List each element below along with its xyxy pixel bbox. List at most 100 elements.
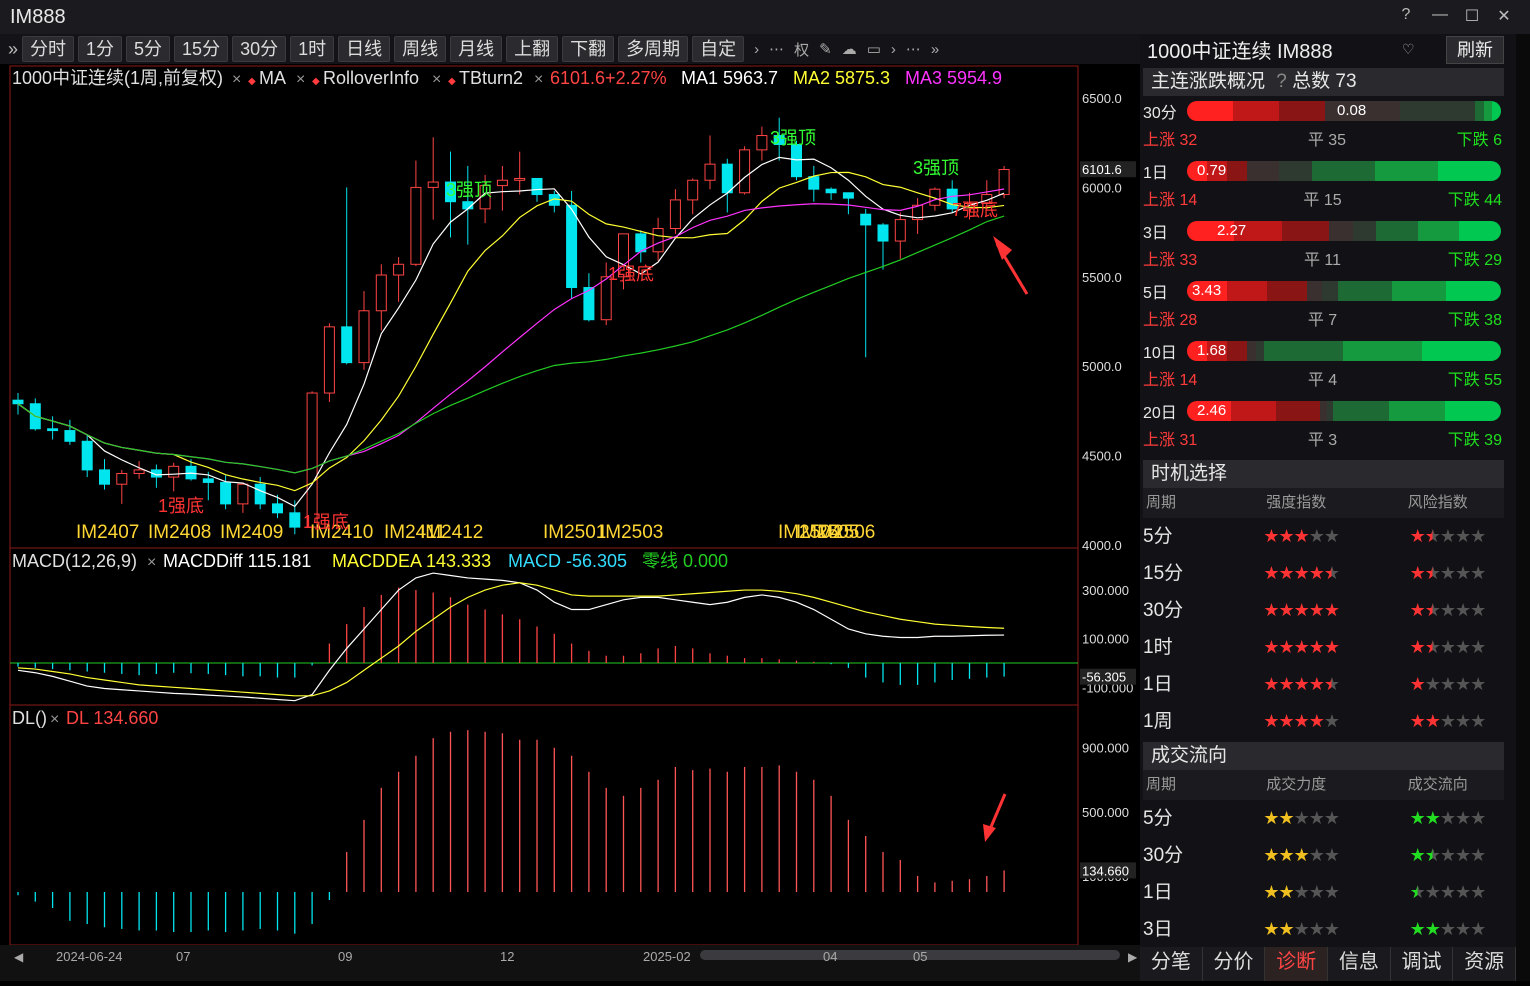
close-rollover-icon[interactable]: × bbox=[296, 71, 305, 88]
collapse-icon[interactable]: » bbox=[930, 40, 940, 58]
expand-icon[interactable]: » bbox=[8, 38, 19, 59]
kline-svg[interactable]: 6500.0 6000.0 5500.0 5000.0 4500.0 4000.0 6101… bbox=[0, 64, 1140, 981]
close-dl-icon[interactable]: × bbox=[50, 711, 59, 728]
period-button-5[interactable]: 1时 bbox=[290, 36, 335, 62]
minimize-icon[interactable]: — bbox=[1432, 6, 1448, 23]
ma1-value: MA1 5963.7 bbox=[681, 68, 778, 88]
scroll-right-icon[interactable]: ▶ bbox=[1128, 950, 1138, 964]
rollover-dot-icon: ◆ bbox=[312, 76, 320, 87]
scroll-left-icon[interactable]: ◀ bbox=[14, 950, 24, 964]
period-bar-row[interactable]: 5日 3.43 bbox=[1140, 276, 1516, 306]
help-icon[interactable]: ? bbox=[1401, 6, 1411, 23]
chart-area[interactable]: 6500.0 6000.0 5500.0 5000.0 4500.0 4000.0 6101… bbox=[0, 64, 1140, 981]
refresh-button[interactable]: 刷新 bbox=[1446, 36, 1504, 64]
table-row[interactable]: 30分 ★★★★★ ★★★★★ bbox=[1140, 837, 1516, 874]
adjust-icon[interactable]: 权 bbox=[794, 41, 810, 59]
draw-pen-icon[interactable]: ✎ bbox=[819, 41, 832, 58]
zero-line-value: 零线 0.000 bbox=[642, 551, 728, 571]
up-count: 上涨 14 bbox=[1143, 192, 1198, 209]
bottom-tab-2[interactable]: 诊断 bbox=[1265, 947, 1329, 981]
candle-body bbox=[825, 188, 837, 194]
period-button-10[interactable]: 下翻 bbox=[562, 36, 615, 62]
period-button-2[interactable]: 5分 bbox=[126, 36, 171, 62]
period-button-12[interactable]: 自定 bbox=[692, 36, 745, 62]
horizontal-scrollbar[interactable] bbox=[700, 950, 1120, 960]
bottom-tab-4[interactable]: 调试 bbox=[1391, 947, 1454, 981]
question-icon[interactable]: ? bbox=[1276, 71, 1287, 92]
period-button-1[interactable]: 1分 bbox=[78, 36, 123, 62]
row-period: 30分 bbox=[1143, 600, 1184, 621]
chart-name: 1000中证连续(1周,前复权) bbox=[12, 68, 223, 88]
table-header-0: 周期 bbox=[1146, 494, 1177, 511]
period-bar-row[interactable]: 1日 0.79 bbox=[1140, 156, 1516, 186]
period-button-4[interactable]: 30分 bbox=[232, 36, 287, 62]
flat-count: 平 35 bbox=[1307, 132, 1347, 149]
heart-icon[interactable]: ♡ bbox=[1402, 40, 1415, 57]
more-icon-2[interactable]: ⋯ bbox=[905, 41, 921, 58]
contract-label: IM2408 bbox=[148, 522, 211, 543]
period-button-11[interactable]: 多周期 bbox=[618, 36, 689, 62]
table-row[interactable]: 5分 ★★★★★ ★★★★★ bbox=[1140, 800, 1516, 837]
period-button-6[interactable]: 日线 bbox=[338, 36, 391, 62]
flat-count: 平 7 bbox=[1307, 312, 1338, 329]
x-label: 05 bbox=[913, 949, 927, 964]
candle-body bbox=[946, 188, 958, 210]
period-label: 5日 bbox=[1143, 285, 1168, 302]
table-row[interactable]: 1周 ★★★★★ ★★★★★ bbox=[1140, 703, 1516, 740]
window-icon[interactable]: ▭ bbox=[866, 41, 881, 58]
period-button-0[interactable]: 分时 bbox=[22, 36, 75, 62]
period-button-9[interactable]: 上翻 bbox=[506, 36, 559, 62]
close-macd-icon[interactable]: × bbox=[147, 554, 156, 571]
table-row[interactable]: 1时 ★★★★★ ★★★★★ bbox=[1140, 629, 1516, 666]
bottom-tab-1[interactable]: 分价 bbox=[1203, 947, 1266, 981]
row-period: 3日 bbox=[1143, 919, 1173, 940]
period-button-8[interactable]: 月线 bbox=[450, 36, 503, 62]
macd-dea-line bbox=[17, 582, 1005, 697]
period-bar-row[interactable]: 20日 2.46 bbox=[1140, 396, 1516, 426]
updown-counts: 上涨 33 平 11 下跌 29 bbox=[1140, 246, 1516, 276]
candle-body bbox=[808, 176, 820, 190]
ma5-line bbox=[17, 156, 1005, 508]
candle-body bbox=[669, 199, 681, 230]
macd-diff-line bbox=[17, 572, 1005, 702]
bottom-tab-3[interactable]: 信息 bbox=[1328, 947, 1391, 981]
close-tbturn-icon[interactable]: × bbox=[432, 71, 441, 88]
tbturn-dot-icon: ◆ bbox=[448, 76, 456, 87]
cloud-icon[interactable]: ☁ bbox=[841, 41, 857, 58]
bottom-tab-5[interactable]: 资源 bbox=[1453, 947, 1517, 981]
price-tick: 6000.0 bbox=[1082, 180, 1122, 195]
close-icon[interactable]: ✕ bbox=[1497, 8, 1511, 25]
table-row[interactable]: 15分 ★★★★★ ★★★★★ bbox=[1140, 555, 1516, 592]
star-rating-icon: ★★★★★ bbox=[1409, 882, 1487, 902]
period-value: 0.08 bbox=[1337, 102, 1367, 119]
close-tbturn-icon-2[interactable]: × bbox=[534, 71, 543, 88]
table-row[interactable]: 30分 ★★★★★ ★★★★★ bbox=[1140, 592, 1516, 629]
candle-body bbox=[81, 440, 93, 471]
table-row[interactable]: 5分 ★★★★★ ★★★★★ bbox=[1140, 518, 1516, 555]
table-row[interactable]: 3日 ★★★★★ ★★★★★ bbox=[1140, 911, 1516, 948]
more-icon[interactable]: ⋯ bbox=[769, 41, 785, 58]
period-label: 3日 bbox=[1143, 225, 1168, 242]
candle-body bbox=[981, 194, 993, 204]
period-bar-row[interactable]: 30分 0.08 bbox=[1140, 96, 1516, 126]
bottom-tab-0[interactable]: 分笔 bbox=[1140, 947, 1203, 981]
strong-bottom-label: 1强底 bbox=[608, 264, 654, 284]
candle-body bbox=[687, 179, 699, 201]
chevron-right-icon-2[interactable]: › bbox=[890, 40, 896, 58]
period-button-7[interactable]: 周线 bbox=[394, 36, 447, 62]
table-row[interactable]: 1日 ★★★★★ ★★★★★ bbox=[1140, 874, 1516, 911]
period-bar-row[interactable]: 10日 1.68 bbox=[1140, 336, 1516, 366]
table-row[interactable]: 1日 ★★★★★ ★★★★★ bbox=[1140, 666, 1516, 703]
period-button-3[interactable]: 15分 bbox=[174, 36, 229, 62]
row-period: 1日 bbox=[1143, 882, 1173, 903]
dl-value: DL 134.660 bbox=[66, 708, 158, 728]
candle-body bbox=[496, 179, 508, 187]
period-bar-row[interactable]: 3日 2.27 bbox=[1140, 216, 1516, 246]
ma-dot-icon: ◆ bbox=[248, 76, 256, 87]
candle-body bbox=[652, 228, 664, 253]
close-ma-icon[interactable]: × bbox=[232, 71, 241, 88]
updown-bar: 2.46 bbox=[1187, 401, 1501, 421]
table-header-0: 周期 bbox=[1146, 776, 1177, 793]
maximize-icon[interactable]: ☐ bbox=[1464, 8, 1480, 25]
chevron-right-icon[interactable]: › bbox=[754, 40, 760, 58]
